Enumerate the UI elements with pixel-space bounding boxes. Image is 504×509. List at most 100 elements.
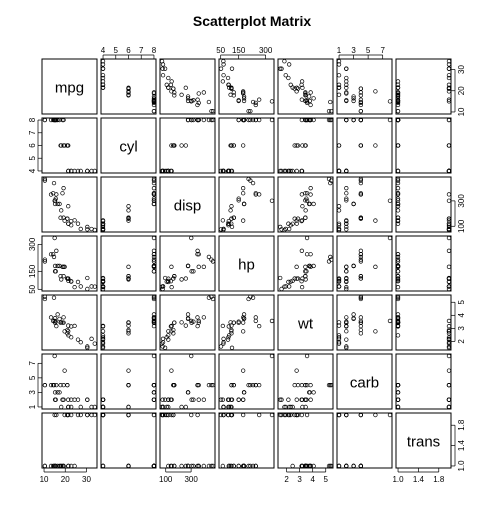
data-point	[151, 192, 157, 197]
panel-mpg-vs-hp	[218, 58, 275, 115]
data-point	[311, 201, 316, 207]
tick-label: 10	[457, 107, 466, 116]
data-point	[55, 263, 60, 269]
data-point	[278, 66, 283, 71]
data-point	[446, 264, 452, 269]
data-point	[294, 276, 299, 281]
panel-trans-vs-hp	[218, 412, 275, 469]
data-point	[299, 412, 304, 418]
data-point	[231, 463, 236, 469]
data-point	[42, 257, 48, 262]
data-point	[201, 397, 206, 402]
data-point	[66, 329, 71, 334]
data-point	[166, 412, 171, 418]
data-point	[283, 226, 288, 232]
data-point	[185, 94, 191, 99]
data-point	[160, 344, 165, 349]
panel-disp-vs-carb	[336, 176, 393, 233]
data-point	[308, 397, 313, 402]
data-point	[225, 75, 231, 81]
data-point	[89, 168, 94, 174]
panel-frame	[336, 58, 393, 115]
data-point	[269, 353, 275, 359]
data-point	[218, 344, 224, 349]
data-point	[336, 335, 342, 340]
data-point	[126, 382, 131, 388]
data-point	[236, 397, 241, 402]
data-point	[358, 180, 364, 186]
data-point	[62, 368, 67, 373]
data-point	[220, 79, 225, 84]
data-point	[358, 143, 364, 148]
data-point	[286, 397, 291, 402]
panel-hp-vs-trans	[395, 235, 452, 292]
data-point	[299, 97, 304, 102]
data-point	[253, 463, 258, 469]
data-point	[395, 320, 401, 325]
data-point	[446, 368, 452, 373]
data-point	[299, 79, 305, 84]
data-point	[229, 412, 234, 418]
data-point	[231, 90, 236, 95]
data-point	[100, 218, 106, 224]
data-point	[248, 108, 253, 114]
data-point	[446, 82, 452, 87]
data-point	[446, 404, 452, 410]
tick-label: 100	[159, 475, 173, 484]
data-point	[209, 294, 214, 299]
data-point	[66, 412, 71, 418]
panel-trans-vs-cyl	[100, 412, 157, 469]
tick-label: 7	[28, 361, 37, 366]
panel-frame	[277, 176, 334, 233]
data-point	[326, 117, 332, 123]
data-point	[278, 275, 283, 281]
data-point	[351, 316, 356, 321]
tick-label: 6	[126, 46, 131, 55]
data-point	[206, 295, 212, 300]
data-point	[279, 66, 284, 71]
data-point	[78, 412, 83, 418]
data-point	[229, 85, 234, 90]
data-point	[225, 221, 231, 226]
data-point	[166, 337, 171, 342]
data-point	[446, 397, 452, 402]
data-point	[304, 235, 310, 241]
data-point	[189, 269, 194, 274]
data-point	[229, 397, 234, 402]
data-point	[336, 323, 342, 328]
data-point	[395, 196, 401, 201]
data-point	[209, 108, 214, 114]
data-point	[329, 108, 334, 114]
data-point	[126, 463, 131, 469]
panel-frame	[395, 58, 452, 115]
panel-frame	[395, 176, 452, 233]
data-point	[100, 286, 106, 292]
data-point	[336, 208, 342, 213]
data-point	[282, 404, 287, 410]
data-point	[336, 62, 342, 67]
data-point	[66, 333, 71, 338]
data-point	[253, 102, 258, 108]
data-point	[387, 235, 393, 241]
panel-disp-vs-hp	[218, 176, 275, 233]
data-point	[69, 397, 74, 402]
data-point	[54, 412, 59, 418]
data-point	[59, 404, 64, 410]
data-point	[85, 397, 90, 402]
data-point	[288, 168, 293, 174]
panel-carb-vs-cyl	[100, 353, 157, 410]
data-point	[69, 324, 74, 329]
data-point	[358, 274, 364, 279]
data-point	[344, 264, 349, 269]
data-point	[294, 368, 299, 373]
data-point	[300, 204, 305, 209]
data-point	[69, 218, 74, 224]
data-point	[241, 218, 246, 223]
data-point	[290, 221, 295, 226]
data-point	[283, 404, 288, 410]
tick-label: 1.4	[457, 439, 466, 451]
data-point	[395, 315, 401, 320]
data-point	[179, 463, 184, 469]
data-point	[195, 97, 200, 102]
